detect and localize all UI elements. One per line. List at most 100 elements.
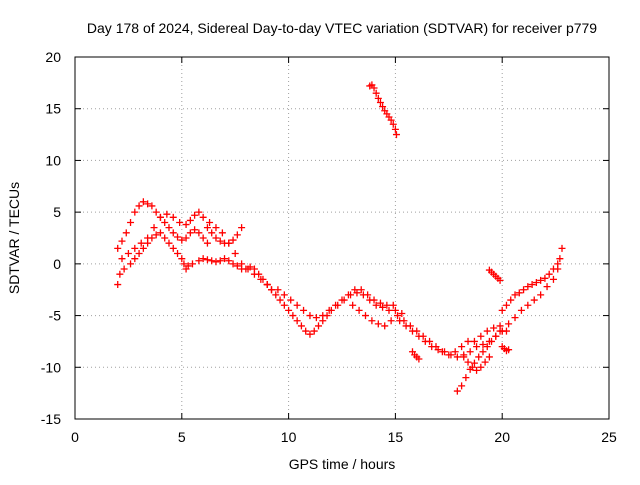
data-point [376, 99, 384, 107]
data-point [524, 283, 532, 291]
data-point [470, 359, 478, 367]
data-point [344, 291, 352, 299]
data-point [242, 265, 250, 273]
data-point [370, 84, 378, 92]
data-points [114, 81, 566, 395]
data-point [368, 317, 376, 325]
data-point [479, 341, 487, 349]
data-point [306, 312, 314, 320]
data-point [233, 231, 241, 239]
data-point [161, 234, 169, 242]
data-point [287, 296, 295, 304]
data-point [325, 306, 333, 314]
data-point [528, 281, 536, 289]
data-point [233, 262, 241, 270]
data-point [498, 306, 506, 314]
data-point [466, 348, 474, 356]
data-point [498, 327, 506, 335]
data-point [475, 353, 483, 361]
data-point [468, 363, 476, 371]
data-point [464, 337, 472, 345]
data-point [139, 244, 147, 252]
data-point [178, 236, 186, 244]
data-point [447, 351, 455, 359]
data-point [118, 237, 126, 245]
data-point [351, 286, 359, 294]
data-point [502, 301, 510, 309]
data-point [300, 306, 308, 314]
data-point [473, 343, 481, 351]
data-point [372, 301, 380, 309]
data-point [490, 324, 498, 332]
data-point [479, 348, 487, 356]
data-point [182, 221, 190, 229]
data-point [421, 337, 429, 345]
data-point [507, 296, 515, 304]
data-point [524, 301, 532, 309]
data-point [415, 355, 423, 363]
data-point [376, 299, 384, 307]
data-point [558, 244, 566, 252]
data-point [124, 250, 132, 258]
data-point [349, 301, 357, 309]
axis-tick-labels: 0 5 10 15 20 25 -15 -10 -5 0 5 10 15 20 [41, 49, 617, 445]
data-point [229, 236, 237, 244]
y-tick-label: 5 [53, 204, 61, 220]
data-point [379, 103, 387, 111]
data-point [174, 250, 182, 258]
series-track-6 [263, 281, 406, 338]
data-point [496, 276, 504, 284]
data-point [163, 210, 171, 218]
data-point [391, 125, 399, 133]
data-point [297, 322, 305, 330]
data-point [176, 218, 184, 226]
data-point [364, 291, 372, 299]
series-track-14 [485, 266, 504, 284]
data-point [537, 291, 545, 299]
data-point [144, 234, 152, 242]
data-point [477, 332, 485, 340]
data-point [169, 229, 177, 237]
data-point [453, 387, 461, 395]
data-point [460, 353, 468, 361]
data-point [139, 198, 147, 206]
data-point [165, 224, 173, 232]
data-point [195, 257, 203, 265]
series-track-13 [460, 353, 493, 374]
data-point [451, 348, 459, 356]
data-point [144, 200, 152, 208]
x-axis-label: GPS time / hours [289, 456, 396, 472]
data-point [492, 332, 500, 340]
data-point [229, 260, 237, 268]
data-point [114, 244, 122, 252]
data-point [357, 286, 365, 294]
data-point [268, 286, 276, 294]
data-point [127, 260, 135, 268]
x-tick-label: 25 [601, 429, 617, 445]
y-tick-label: 0 [53, 256, 61, 272]
data-point [122, 229, 130, 237]
data-point [515, 289, 523, 297]
data-point [383, 301, 391, 309]
series-track-7 [274, 286, 397, 322]
data-point [156, 229, 164, 237]
data-point [488, 337, 496, 345]
data-point [505, 320, 513, 328]
data-point [402, 322, 410, 330]
data-point [477, 363, 485, 371]
data-point [225, 239, 233, 247]
data-point [276, 296, 284, 304]
data-point [387, 317, 395, 325]
data-point [441, 348, 449, 356]
data-point [280, 291, 288, 299]
data-point [127, 218, 135, 226]
data-point [203, 239, 211, 247]
data-point [285, 306, 293, 314]
data-point [361, 312, 369, 320]
data-point [199, 234, 207, 242]
y-tick-label: 10 [45, 152, 61, 168]
data-point [208, 229, 216, 237]
data-point [473, 366, 481, 374]
data-point [374, 320, 382, 328]
data-point [293, 317, 301, 325]
